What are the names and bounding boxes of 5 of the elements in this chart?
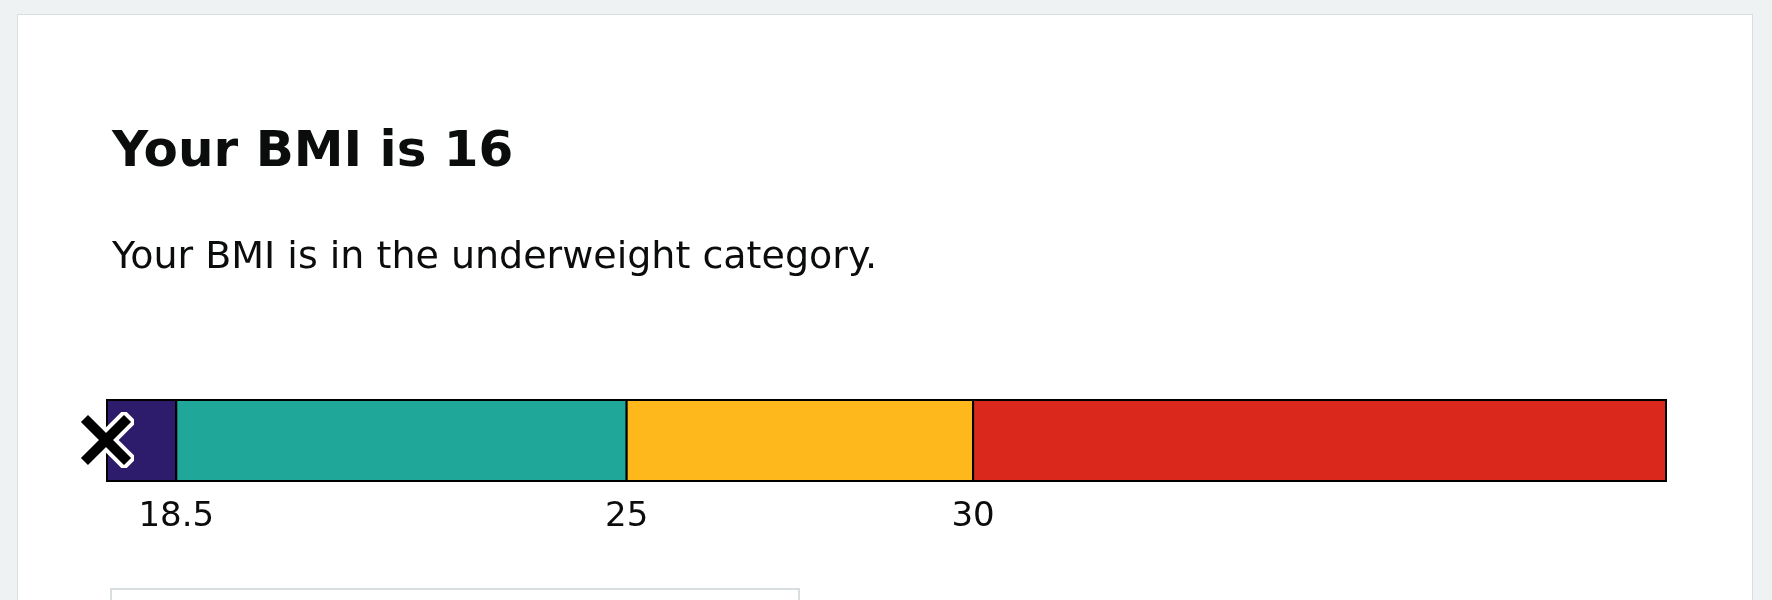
x-tick-label: 18.5 bbox=[138, 494, 215, 534]
chart-title: Your BMI is 16 bbox=[111, 120, 514, 178]
x-tick-label: 25 bbox=[605, 494, 649, 534]
chart-subtitle: Your BMI is in the underweight category. bbox=[111, 233, 878, 277]
x-tick-label: 30 bbox=[951, 494, 995, 534]
